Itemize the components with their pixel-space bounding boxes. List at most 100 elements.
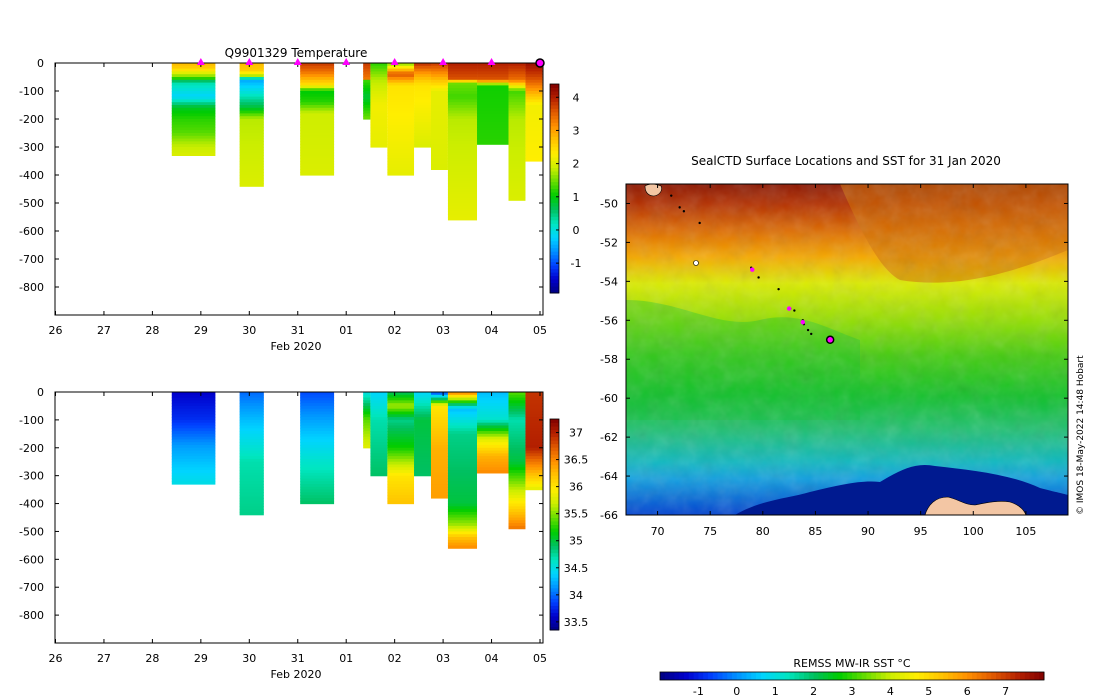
salinity-profile-cell [525,405,543,410]
map-x-tick-label: 75 [703,525,717,538]
salinity-profile-cell [477,408,509,413]
sst-colorbar-swatch [904,672,911,680]
salinity-profile-cell [447,456,478,460]
temperature-profile-cell [414,127,431,131]
salinity-profile-cell [370,431,388,435]
salinity-profile-cell [525,400,543,404]
sst-colorbar-swatch [679,672,685,680]
salinity-profile-cell [363,417,371,421]
salinity-profile-cell [508,506,526,510]
salinity-profile-cell [370,394,388,399]
salinity-profile-cell [171,450,216,454]
salinity-profile-cell [387,417,415,421]
temperature-profile-cell [387,74,415,78]
salinity-profile-cell [430,484,448,488]
temperature-profile-cell [525,88,543,92]
sst-colorbar-swatch [1010,672,1016,680]
salinity-profile-cell [525,417,543,421]
temperature-profile-cell [477,113,509,117]
salinity-profile-cell [447,520,478,524]
temperature-colorbar-tick-label: 2 [573,158,580,171]
temperature-profile-cell [508,166,526,170]
profile-markers [196,58,545,68]
salinity-profile-cell [387,405,415,410]
temperature-profile-cell [300,163,335,168]
temperature-profile-cell [430,121,448,126]
salinity-profile-cell [370,419,388,424]
salinity-profile-cell [239,392,264,396]
salinity-profile-cell [447,531,478,535]
salinity-profile-cell [447,458,478,463]
salinity-profile-cell [300,433,335,438]
salinity-profile-cell [414,431,431,435]
salinity-profile-cell [363,439,371,443]
salinity-profile-cell [414,461,431,466]
temperature-profile-cell [239,163,264,168]
salinity-profile-cell [508,517,526,521]
temperature-profile-cell [300,158,335,162]
salinity-profile-cell [525,392,543,396]
salinity-profile-cell [300,431,335,435]
salinity-profile-cell [387,464,415,468]
temperature-profile-cell [508,191,526,196]
temperature-profile-cell [430,119,448,123]
temperature-panel: Q9901329 Temperature 26 27 28 29 30 31 01 02 03 0… [19,46,581,353]
salinity-colorbar-swatch [550,499,559,504]
track-point [682,210,686,213]
salinity-profile-cell [525,411,543,415]
salinity-profile-cell [525,472,543,477]
temperature-profile-cell [447,93,478,98]
temperature-profile-cell [508,102,526,106]
sst-colorbar-swatch [991,672,997,680]
salinity-profile-cells [171,392,543,549]
salinity-colorbar-swatch [550,580,559,585]
temperature-profile-cell [171,105,216,109]
salinity-profile-cell [447,472,478,477]
temperature-colorbar-swatch [550,251,559,256]
salinity-colorbar-swatch [550,601,559,606]
sst-colorbar-swatch [924,672,930,680]
salinity-profile-cell [171,431,216,435]
salinity-profile-cell [370,397,388,401]
temperature-profile-cell [239,133,264,137]
temperature-profile-cell [508,71,526,75]
salinity-profile-cell [430,392,448,396]
temperature-profile-cell [508,144,526,148]
salinity-profile-cell [508,511,526,516]
temperature-y-tick-label: -500 [19,197,44,210]
salinity-profile-cell [447,542,478,546]
temperature-profile-cell [447,124,478,128]
salinity-profile-cell [239,478,264,482]
salinity-profile-cell [370,453,388,457]
temperature-profile-cell [525,107,543,112]
temperature-colorbar-swatch [550,205,559,210]
temperature-axes: 26 27 28 29 30 31 01 02 03 04 05 0 -100 -200 -300 -400 -… [19,57,547,337]
salinity-profile-cell [239,439,264,443]
sst-colorbar-tick-label: 7 [1002,685,1009,698]
temperature-profile-cell [171,93,216,98]
salinity-profile-cell [363,400,371,404]
salinity-profile-cell [370,392,388,396]
salinity-profile-cell [447,525,478,530]
temperature-profile [300,63,335,176]
temperature-profile-cell [370,107,388,112]
temperature-profile-cell [508,147,526,151]
salinity-profile-cell [387,403,415,407]
salinity-profile-cell [414,403,431,407]
salinity-profile-cell [447,442,478,446]
temperature-profile-cell [447,144,478,148]
sst-colorbar-swatch [967,672,973,680]
salinity-colorbar-swatch [550,513,559,518]
salinity-profile-cell [414,439,431,443]
temperature-profile-cell [447,211,478,215]
temperature-profile-cell [430,138,448,142]
map-y-tick-label: -52 [600,236,618,249]
salinity-y-tick-label: -300 [19,470,44,483]
salinity-profile-cell [447,405,478,410]
temperature-profile-cell [171,65,216,70]
salinity-profile-cell [363,442,371,446]
temperature-profile-cell [414,124,431,128]
sst-colorbar-swatch [943,672,949,680]
salinity-profile-cell [430,467,448,471]
temperature-profile-cell [447,141,478,145]
